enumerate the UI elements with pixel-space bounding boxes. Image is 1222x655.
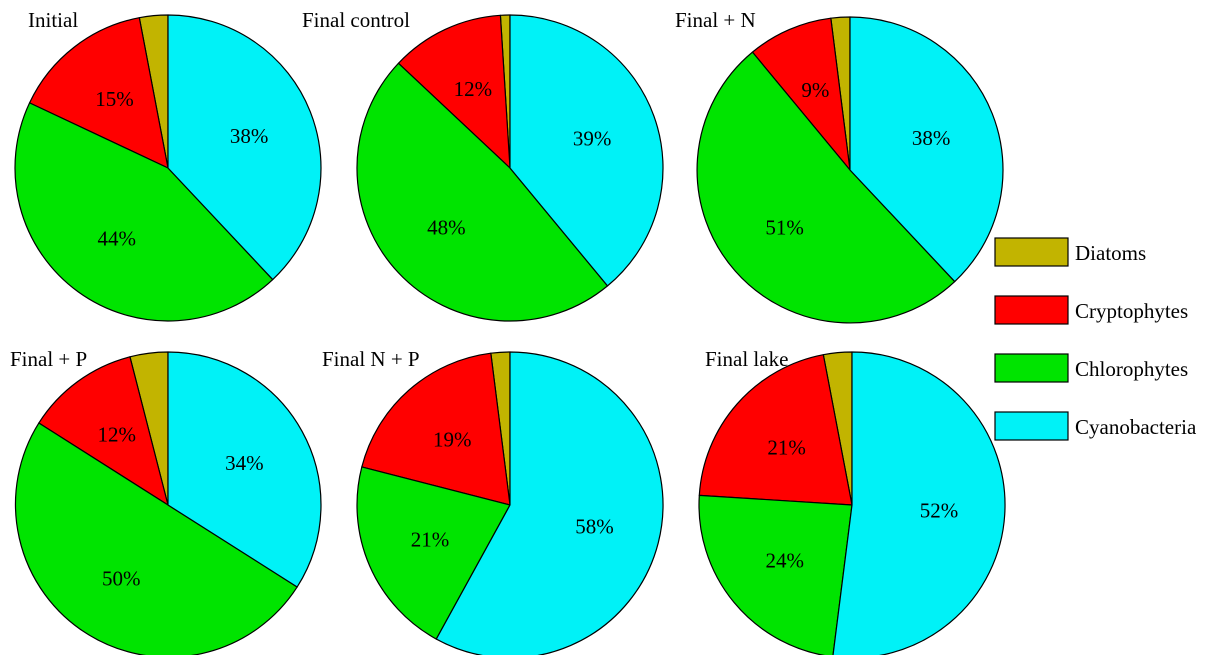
slice-label-cryptophytes: 19% <box>433 428 472 452</box>
slice-chlorophytes <box>14 102 274 322</box>
legend-swatch-diatoms <box>994 237 1069 267</box>
pie-final-lake: 21% 24% 52% Final lake <box>698 347 1006 655</box>
pie-initial: 15% 44% 38% Initial <box>14 8 322 322</box>
legend-label: Cyanobacteria <box>1075 415 1197 439</box>
slice-label-chlorophytes: 51% <box>765 216 804 240</box>
legend-swatch-chlorophytes <box>994 353 1069 383</box>
slice-label-chlorophytes: 50% <box>102 567 141 591</box>
slice-cyanobacteria <box>435 351 664 655</box>
pie-final-n-p: 19% 21% 58% Final N + P <box>322 347 664 655</box>
pie-title: Final + P <box>10 347 87 371</box>
pie-title: Final + N <box>675 8 756 32</box>
slice-cyanobacteria <box>509 14 664 287</box>
slice-label-cyanobacteria: 52% <box>920 499 959 523</box>
slice-label-cyanobacteria: 38% <box>230 124 269 148</box>
slice-chlorophytes <box>696 51 956 324</box>
legend-swatch-cyanobacteria <box>994 411 1069 441</box>
pie-title: Initial <box>28 8 78 32</box>
slice-label-cryptophytes: 21% <box>767 435 806 459</box>
slice-label-cyanobacteria: 34% <box>225 451 264 475</box>
pie-title: Final N + P <box>322 347 420 371</box>
slice-cryptophytes <box>397 14 511 169</box>
legend-item-diatoms: Diatoms <box>994 237 1146 267</box>
pie-final-n: 9% 51% 38% Final + N <box>675 8 1004 324</box>
slice-cryptophytes <box>38 356 169 506</box>
pie-panels: 15% 44% 38% Initial 12% 48% 39% Final control 9%… <box>10 8 1006 655</box>
slice-cyanobacteria <box>167 351 322 588</box>
slice-cryptophytes <box>751 17 851 171</box>
pie-title: Final control <box>302 8 410 32</box>
slice-label-cryptophytes: 12% <box>97 422 136 446</box>
slice-label-chlorophytes: 24% <box>766 549 805 573</box>
pie-final-p: 12% 50% 34% Final + P <box>10 347 322 655</box>
legend-item-chlorophytes: Chlorophytes <box>994 353 1188 383</box>
slice-label-cryptophytes: 9% <box>801 78 829 102</box>
slice-cryptophytes <box>28 17 169 169</box>
slice-label-chlorophytes: 48% <box>427 216 466 240</box>
slice-label-cyanobacteria: 39% <box>573 127 612 151</box>
slice-chlorophytes <box>14 422 298 655</box>
slice-cyanobacteria <box>832 351 1006 655</box>
slice-cyanobacteria <box>849 16 1004 283</box>
pie-title: Final lake <box>705 347 788 371</box>
slice-label-cryptophytes: 15% <box>95 87 134 111</box>
legend-item-cryptophytes: Cryptophytes <box>994 295 1188 325</box>
legend-label: Chlorophytes <box>1075 357 1188 381</box>
pie-final-control: 12% 48% 39% Final control <box>302 8 664 322</box>
slice-chlorophytes <box>356 466 511 640</box>
legend: Diatoms Cryptophytes Chlorophytes Cyanobact… <box>994 237 1197 441</box>
slice-label-chlorophytes: 44% <box>97 227 136 251</box>
legend-label: Cryptophytes <box>1075 299 1188 323</box>
slice-chlorophytes <box>698 494 853 655</box>
slice-label-chlorophytes: 21% <box>411 528 450 552</box>
slice-cryptophytes <box>698 354 853 506</box>
legend-swatch-cryptophytes <box>994 295 1069 325</box>
slice-chlorophytes <box>356 62 609 322</box>
legend-label: Diatoms <box>1075 241 1146 265</box>
slice-cryptophytes <box>361 352 511 506</box>
slice-label-cyanobacteria: 58% <box>575 515 614 539</box>
slice-label-cryptophytes: 12% <box>454 77 493 101</box>
slice-cyanobacteria <box>167 14 322 281</box>
legend-item-cyanobacteria: Cyanobacteria <box>994 411 1197 441</box>
slice-label-cyanobacteria: 38% <box>912 126 951 150</box>
